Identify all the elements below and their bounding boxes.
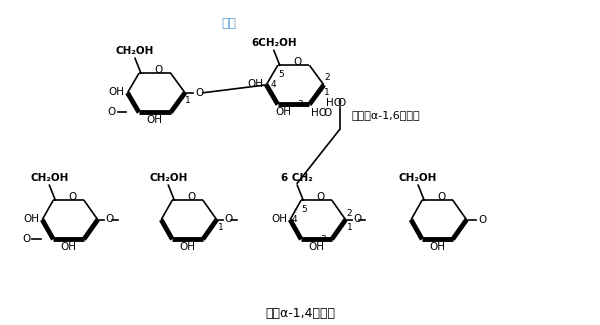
Text: CH₂OH: CH₂OH bbox=[149, 173, 188, 183]
Text: OH: OH bbox=[430, 242, 445, 252]
Text: O: O bbox=[22, 234, 31, 244]
Text: OH: OH bbox=[271, 214, 287, 224]
Text: 1: 1 bbox=[185, 96, 191, 105]
Text: 支链: 支链 bbox=[221, 17, 236, 30]
Text: OH: OH bbox=[147, 115, 163, 125]
Text: O: O bbox=[195, 88, 203, 98]
Text: CH₂OH: CH₂OH bbox=[399, 173, 437, 183]
Text: OH: OH bbox=[109, 87, 125, 97]
Text: 主链α-1,4糖苷键: 主链α-1,4糖苷键 bbox=[265, 307, 335, 320]
Text: 4: 4 bbox=[271, 80, 276, 89]
Text: HO: HO bbox=[326, 98, 342, 108]
Text: 6CH₂OH: 6CH₂OH bbox=[251, 38, 296, 48]
Text: O: O bbox=[107, 108, 116, 117]
Text: O: O bbox=[338, 98, 346, 108]
Text: OH: OH bbox=[179, 242, 196, 252]
Text: 1: 1 bbox=[347, 223, 352, 232]
Text: O: O bbox=[224, 214, 233, 224]
Text: OH: OH bbox=[61, 242, 77, 252]
Text: O: O bbox=[293, 57, 302, 67]
Text: O: O bbox=[106, 214, 114, 224]
Text: 分支点α-1,6糖苷键: 分支点α-1,6糖苷键 bbox=[352, 110, 420, 120]
Text: OH: OH bbox=[247, 79, 263, 89]
Text: 1: 1 bbox=[324, 88, 329, 97]
Text: OH: OH bbox=[275, 108, 292, 117]
Text: 3: 3 bbox=[320, 235, 326, 244]
Text: 6 CH₂: 6 CH₂ bbox=[281, 173, 313, 183]
Text: O: O bbox=[187, 192, 196, 202]
Text: O: O bbox=[316, 192, 325, 202]
Text: O: O bbox=[478, 215, 487, 225]
Text: O: O bbox=[437, 192, 446, 202]
Text: 4: 4 bbox=[291, 215, 297, 224]
Text: HO: HO bbox=[311, 109, 328, 119]
Text: O: O bbox=[323, 109, 332, 119]
Text: O: O bbox=[155, 65, 163, 75]
Text: O: O bbox=[68, 192, 77, 202]
Text: 5: 5 bbox=[278, 70, 284, 79]
Text: 3: 3 bbox=[297, 100, 303, 109]
Text: CH₂OH: CH₂OH bbox=[30, 173, 68, 183]
Text: CH₂OH: CH₂OH bbox=[116, 46, 154, 56]
Text: OH: OH bbox=[308, 242, 325, 252]
Text: 5: 5 bbox=[301, 205, 307, 214]
Text: OH: OH bbox=[23, 214, 39, 224]
Text: 2: 2 bbox=[324, 73, 329, 82]
Text: 1: 1 bbox=[218, 223, 224, 232]
Text: O: O bbox=[353, 214, 362, 224]
Text: 2: 2 bbox=[347, 209, 352, 218]
